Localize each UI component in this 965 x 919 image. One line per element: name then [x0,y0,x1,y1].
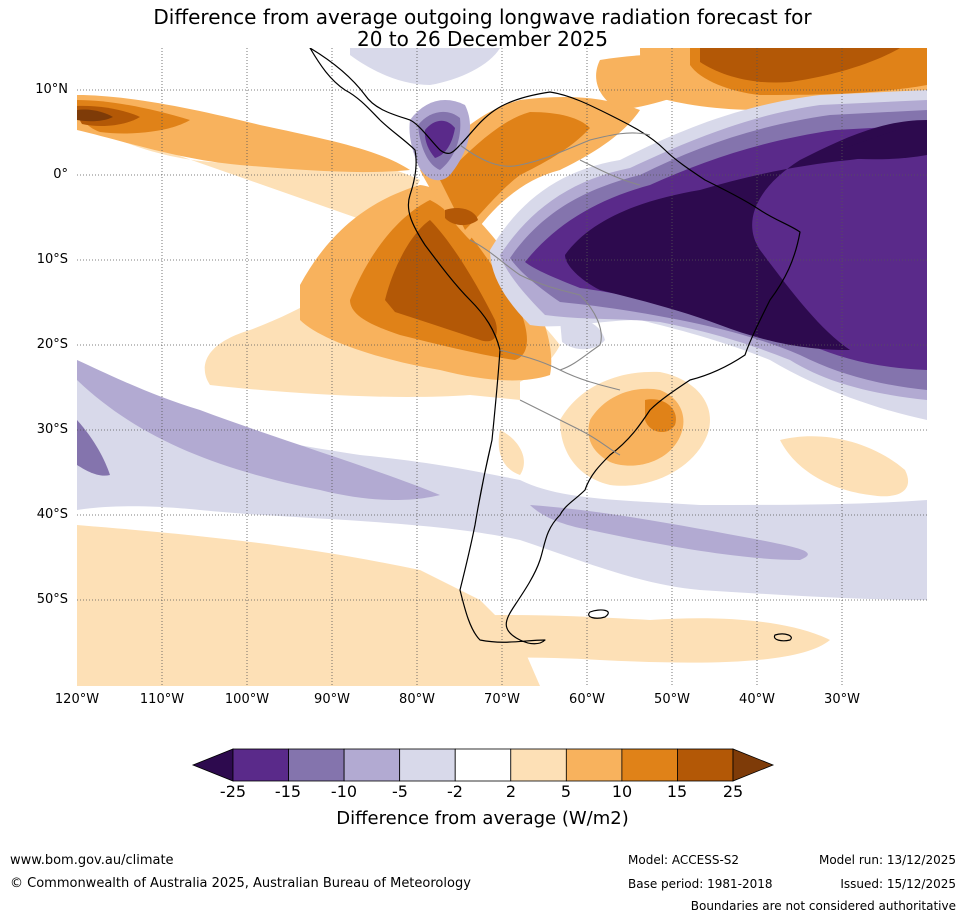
lon-label-50w: 50°W [654,692,690,707]
colorbar-swatch [454,748,512,782]
gridlines [77,48,927,686]
lat-label-40s: 40°S [36,507,68,522]
colorbar-tick: -15 [274,782,302,801]
lat-label-50s: 50°S [36,592,68,607]
lon-label-40w: 40°W [739,692,775,707]
colorbar-swatch [621,748,678,782]
colorbar-tick: -5 [392,782,408,801]
website-link[interactable]: www.bom.gov.au/climate [10,853,174,868]
lat-label-20s: 20°S [36,337,68,352]
lon-label-90w: 90°W [314,692,350,707]
country-borders [459,132,651,456]
lon-label-30w: 30°W [824,692,860,707]
colorbar-swatch [232,748,289,782]
colorbar-swatch [343,748,401,782]
colorbar-tick: 15 [666,782,688,801]
colorbar-arrow-high [732,748,775,782]
colorbar [191,748,775,782]
disclaimer-text: Boundaries are not considered authoritat… [690,899,956,913]
model-run-text: Model run: 13/12/2025 [818,853,956,867]
model-text: Model: ACCESS-S2 [628,853,740,867]
lon-label-70w: 70°W [484,692,520,707]
colorbar-swatch [565,748,623,782]
colorbar-swatch [677,748,734,782]
title-line-2: 20 to 26 December 2025 [356,27,608,51]
chart-title: Difference from average outgoing longwav… [0,6,965,50]
colorbar-tick: -2 [447,782,463,801]
lon-label-110w: 110°W [139,692,185,707]
lon-label-100w: 100°W [224,692,270,707]
colorbar-arrow-low [191,748,234,782]
lon-label-80w: 80°W [399,692,435,707]
colorbar-tick: -25 [219,782,247,801]
colorbar-tick: 5 [560,782,572,801]
copyright-text: © Commonwealth of Australia 2025, Austra… [10,876,471,891]
colorbar-label: Difference from average (W/m2) [336,808,629,829]
colorbar-tick: 10 [611,782,633,801]
base-period-text: Base period: 1981-2018 [628,877,773,891]
title-line-1: Difference from average outgoing longwav… [153,5,812,29]
colorbar-swatch [510,748,567,782]
lat-label-0: 0° [53,167,68,182]
colorbar-tick: 2 [505,782,517,801]
coastlines [309,48,801,645]
lat-label-30s: 30°S [36,422,68,437]
lat-label-10s: 10°S [36,252,68,267]
issued-text: Issued: 15/12/2025 [840,877,956,891]
colorbar-swatch [399,748,456,782]
colorbar-tick: 25 [722,782,744,801]
lat-label-10n: 10°N [35,82,68,97]
colorbar-swatch [288,748,345,782]
lon-label-60w: 60°W [569,692,605,707]
lon-label-120w: 120°W [54,692,100,707]
colorbar-tick: -10 [330,782,358,801]
